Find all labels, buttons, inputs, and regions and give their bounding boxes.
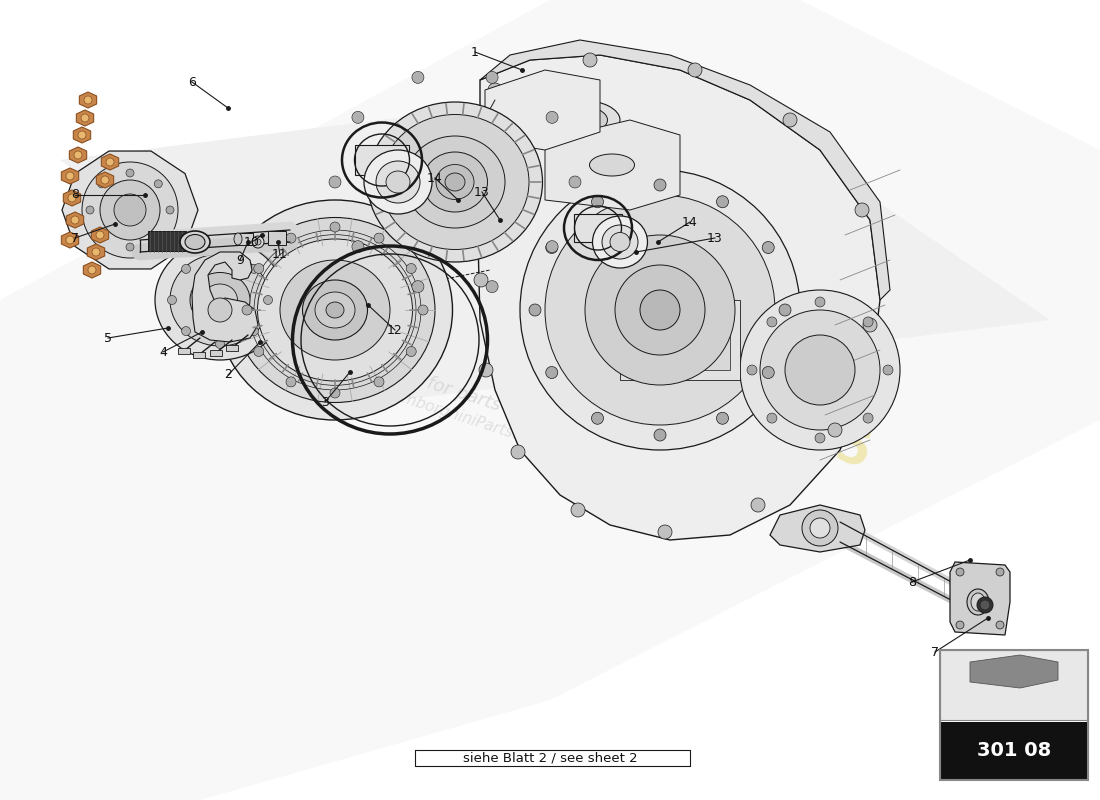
Circle shape (716, 412, 728, 424)
Circle shape (406, 346, 416, 357)
Circle shape (544, 195, 776, 425)
Circle shape (828, 423, 842, 437)
Circle shape (779, 304, 791, 316)
Ellipse shape (170, 254, 270, 346)
Polygon shape (87, 244, 104, 260)
Circle shape (154, 232, 163, 240)
Polygon shape (950, 562, 1010, 635)
Text: 13: 13 (474, 186, 490, 198)
Circle shape (546, 241, 558, 253)
Polygon shape (66, 212, 84, 228)
Circle shape (72, 216, 79, 224)
Ellipse shape (234, 233, 242, 245)
Circle shape (114, 194, 146, 226)
Polygon shape (478, 55, 880, 540)
Polygon shape (62, 151, 198, 269)
Text: siehe Blatt 2 / see sheet 2: siehe Blatt 2 / see sheet 2 (463, 751, 637, 765)
Circle shape (329, 176, 341, 188)
Circle shape (250, 326, 258, 336)
Circle shape (583, 53, 597, 67)
Text: 6: 6 (188, 75, 196, 89)
Circle shape (154, 180, 163, 188)
Circle shape (977, 597, 993, 613)
Ellipse shape (446, 173, 465, 191)
Circle shape (84, 96, 92, 104)
Circle shape (74, 151, 82, 159)
Text: 14: 14 (682, 215, 697, 229)
Circle shape (78, 131, 86, 139)
Ellipse shape (364, 150, 432, 214)
Polygon shape (62, 168, 79, 184)
Text: 1: 1 (471, 46, 478, 58)
Circle shape (883, 365, 893, 375)
Circle shape (783, 113, 798, 127)
Circle shape (216, 339, 224, 349)
Circle shape (512, 445, 525, 459)
Circle shape (254, 263, 264, 274)
Bar (940, 650, 1088, 780)
Circle shape (751, 498, 764, 512)
Circle shape (126, 169, 134, 177)
Circle shape (762, 366, 774, 378)
Polygon shape (79, 92, 97, 108)
Circle shape (254, 346, 264, 357)
Text: 11: 11 (272, 249, 288, 262)
Text: 885: 885 (763, 401, 877, 479)
Ellipse shape (971, 593, 984, 611)
Bar (940, 650, 1088, 780)
Circle shape (767, 413, 777, 423)
Bar (940, 722, 1088, 780)
Ellipse shape (552, 106, 607, 134)
Polygon shape (60, 80, 1050, 400)
Circle shape (762, 242, 774, 254)
Circle shape (86, 206, 94, 214)
Circle shape (374, 377, 384, 387)
Polygon shape (770, 505, 865, 552)
Ellipse shape (202, 284, 238, 316)
Text: 3: 3 (321, 395, 329, 409)
Circle shape (486, 281, 498, 293)
Circle shape (654, 429, 666, 441)
Text: 12: 12 (387, 323, 403, 337)
Circle shape (474, 273, 488, 287)
Polygon shape (84, 262, 101, 278)
Circle shape (767, 317, 777, 327)
Text: 7: 7 (931, 646, 939, 658)
Polygon shape (970, 655, 1058, 688)
Circle shape (688, 63, 702, 77)
Circle shape (352, 241, 364, 253)
Bar (268, 231, 286, 245)
Polygon shape (91, 227, 109, 243)
Circle shape (546, 111, 558, 123)
Text: 301 08: 301 08 (977, 741, 1052, 759)
Circle shape (864, 317, 873, 327)
Polygon shape (192, 252, 258, 342)
Bar (148, 231, 186, 251)
Circle shape (980, 600, 990, 610)
Circle shape (411, 281, 424, 293)
Bar (620, 300, 740, 380)
Circle shape (167, 295, 176, 305)
Polygon shape (480, 40, 890, 300)
Text: 7: 7 (72, 231, 79, 245)
Circle shape (592, 196, 604, 208)
Ellipse shape (315, 292, 355, 328)
Text: 2: 2 (224, 369, 232, 382)
Bar (192, 352, 205, 358)
Circle shape (330, 222, 340, 232)
Text: 8: 8 (72, 189, 79, 202)
Circle shape (486, 71, 498, 83)
Circle shape (855, 203, 869, 217)
Polygon shape (485, 70, 600, 150)
Circle shape (208, 298, 232, 322)
Circle shape (740, 290, 900, 450)
Circle shape (815, 433, 825, 443)
Polygon shape (76, 110, 94, 126)
Ellipse shape (967, 589, 989, 615)
Ellipse shape (610, 233, 630, 251)
Ellipse shape (381, 114, 529, 250)
Circle shape (658, 525, 672, 539)
Circle shape (252, 236, 264, 248)
Ellipse shape (257, 239, 412, 381)
